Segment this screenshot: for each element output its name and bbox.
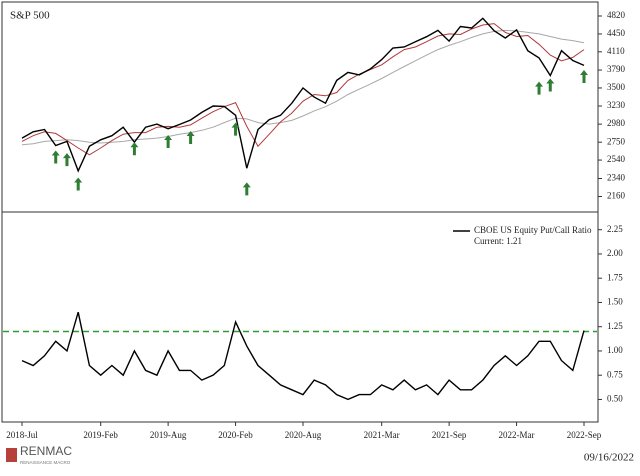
y-tick-label: 1.00 — [607, 345, 623, 355]
series-line — [21, 23, 585, 156]
signal-arrow — [51, 150, 60, 164]
x-tick-label: 2021-Mar — [364, 430, 400, 440]
y-tick-label: 2.00 — [607, 248, 623, 258]
y-tick-label: 2340 — [607, 173, 626, 183]
y-tick-label: 2160 — [607, 191, 626, 201]
y-tick-label: 1.75 — [607, 272, 623, 282]
x-tick-label: 2021-Sep — [432, 430, 467, 440]
signal-arrow — [62, 153, 71, 167]
signal-arrow — [535, 81, 544, 95]
y-tick-label: 1.25 — [607, 321, 623, 331]
date: 09/16/2022 — [584, 452, 634, 464]
annotation: Current: 1.21 — [474, 236, 522, 246]
signal-arrow — [580, 70, 588, 84]
y-tick-label: 2540 — [607, 154, 626, 164]
series-line — [21, 312, 585, 401]
x-tick-label: 2022-Mar — [499, 430, 535, 440]
y-tick-label: 0.75 — [607, 369, 623, 379]
y-tick-label: 1.50 — [607, 297, 623, 307]
y-tick-label: 2.25 — [607, 224, 623, 234]
x-tick-label: 2018-Jul — [6, 430, 38, 440]
signal-arrow — [74, 177, 83, 191]
x-tick-label: 2019-Feb — [83, 430, 118, 440]
signal-arrow — [164, 134, 173, 148]
signal-arrow — [231, 122, 240, 136]
signal-arrow — [242, 182, 251, 196]
y-tick-label: 2750 — [607, 136, 626, 146]
logo-icon — [6, 448, 17, 462]
series-line — [21, 17, 585, 173]
x-tick-label: 2020-Feb — [218, 430, 253, 440]
tagline: RENAISSANCE MACRO — [20, 460, 71, 465]
y-tick-label: 4110 — [607, 46, 625, 56]
signal-arrow — [546, 78, 555, 92]
x-tick-label: 2022-Sep — [567, 430, 602, 440]
series-line — [21, 29, 585, 146]
brand: RENMAC — [20, 444, 72, 458]
y-tick-label: 0.50 — [607, 394, 623, 404]
y-tick-label: 3230 — [607, 100, 626, 110]
y-tick-label: 4450 — [607, 28, 626, 38]
chart-title: S&P 500 — [10, 10, 50, 22]
y-tick-label: 3790 — [607, 64, 626, 74]
y-tick-label: 4820 — [607, 10, 626, 20]
signal-arrow — [186, 131, 195, 145]
y-tick-label: 2980 — [607, 118, 626, 128]
panel-frame — [1, 211, 599, 423]
legend-label: CBOE US Equity Put/Call Ratio — [474, 225, 592, 235]
y-tick-label: 3500 — [607, 82, 626, 92]
x-tick-label: 2019-Aug — [150, 430, 187, 440]
signal-arrow — [130, 142, 139, 156]
x-tick-label: 2020-Aug — [285, 430, 322, 440]
